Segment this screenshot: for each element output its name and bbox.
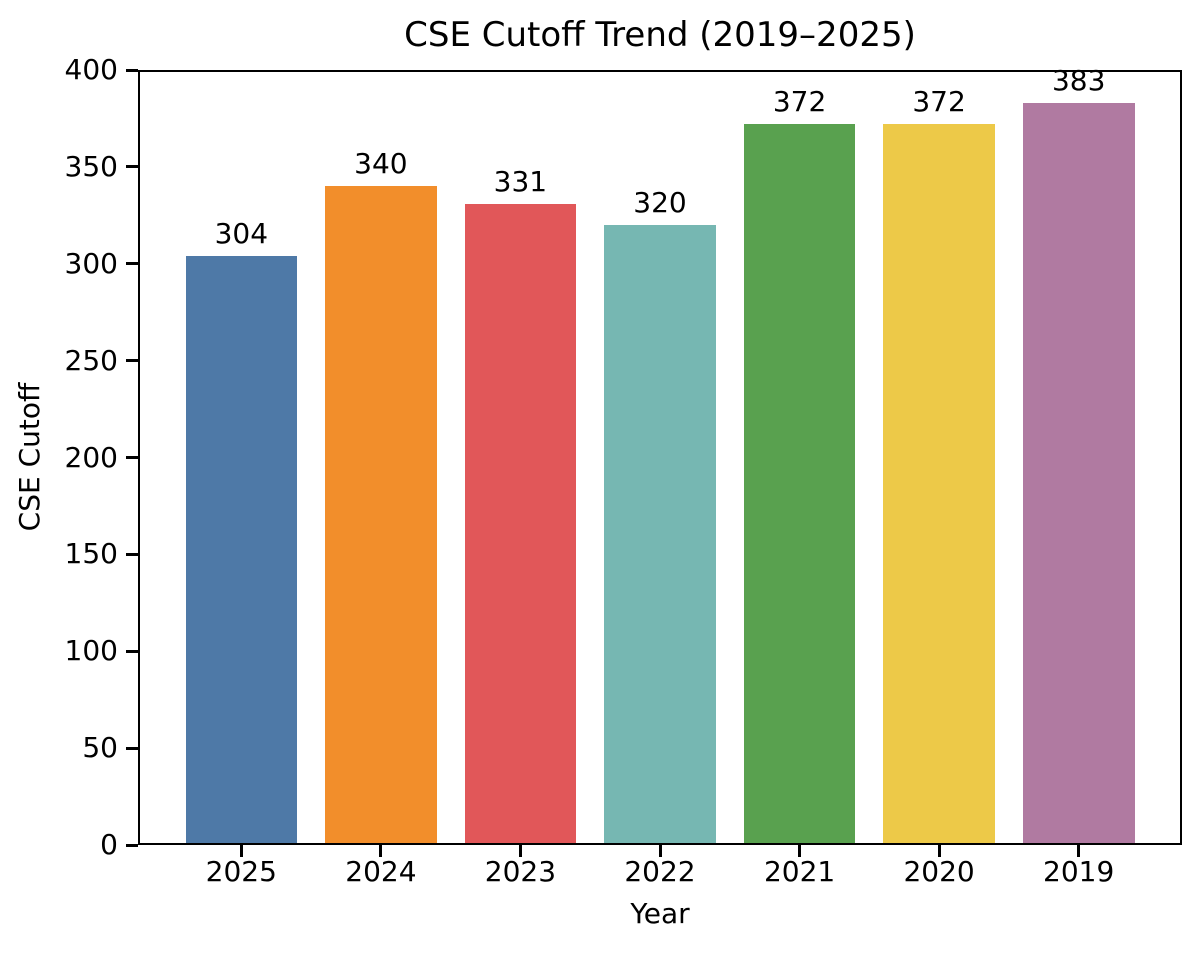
bar-2019: [1022, 103, 1135, 845]
y-tick-label-300: 300: [64, 246, 118, 280]
y-tick-mark: [126, 68, 138, 72]
y-tick-mark: [126, 746, 138, 750]
y-tick-mark: [126, 552, 138, 556]
x-tick-mark: [798, 845, 802, 857]
chart-title: CSE Cutoff Trend (2019–2025): [404, 15, 916, 55]
y-tick-label-250: 250: [64, 343, 118, 377]
x-tick-label-2021: 2021: [763, 855, 836, 888]
x-tick-label-2024: 2024: [345, 855, 417, 888]
bar-value-label: 304: [214, 217, 269, 250]
y-tick-label-0: 0: [100, 828, 118, 861]
y-tick-label-200: 200: [64, 440, 118, 474]
x-tick-mark: [658, 845, 662, 857]
x-axis-label: Year: [630, 897, 690, 930]
y-tick-mark: [126, 649, 138, 653]
bar-value-label: 372: [912, 85, 966, 118]
x-tick-mark: [1077, 845, 1081, 857]
x-tick-label-2020: 2020: [903, 855, 975, 888]
bar-2021: [743, 124, 856, 845]
bar-2023: [464, 204, 577, 845]
y-tick-label-100: 100: [64, 634, 118, 668]
x-tick-label-2023: 2023: [484, 855, 557, 888]
x-tick-label-2025: 2025: [205, 855, 277, 888]
y-tick-mark: [126, 262, 138, 266]
x-tick-mark: [518, 845, 522, 857]
y-tick-label-150: 150: [64, 537, 118, 571]
y-tick-label-350: 350: [64, 149, 118, 183]
bar-value-label: 340: [354, 147, 408, 180]
x-tick-mark: [379, 845, 383, 857]
bar-2025: [185, 256, 298, 845]
y-tick-mark: [126, 165, 138, 169]
bar-value-label: 383: [1051, 64, 1106, 97]
x-tick-mark: [937, 845, 941, 857]
y-tick-label-400: 400: [64, 53, 118, 86]
x-tick-label-2019: 2019: [1043, 855, 1115, 888]
bar-2020: [883, 124, 995, 845]
bar-value-label: 320: [633, 186, 687, 219]
bar-value-label: 372: [772, 85, 827, 118]
y-tick-mark: [126, 456, 138, 459]
y-tick-label-50: 50: [82, 731, 118, 765]
bar-2022: [604, 225, 716, 845]
y-tick-mark: [126, 843, 138, 847]
x-tick-mark: [239, 845, 243, 857]
bar-2024: [325, 186, 437, 845]
x-tick-label-2022: 2022: [624, 855, 696, 888]
y-tick-mark: [126, 359, 138, 363]
bar-value-label: 331: [493, 165, 548, 198]
